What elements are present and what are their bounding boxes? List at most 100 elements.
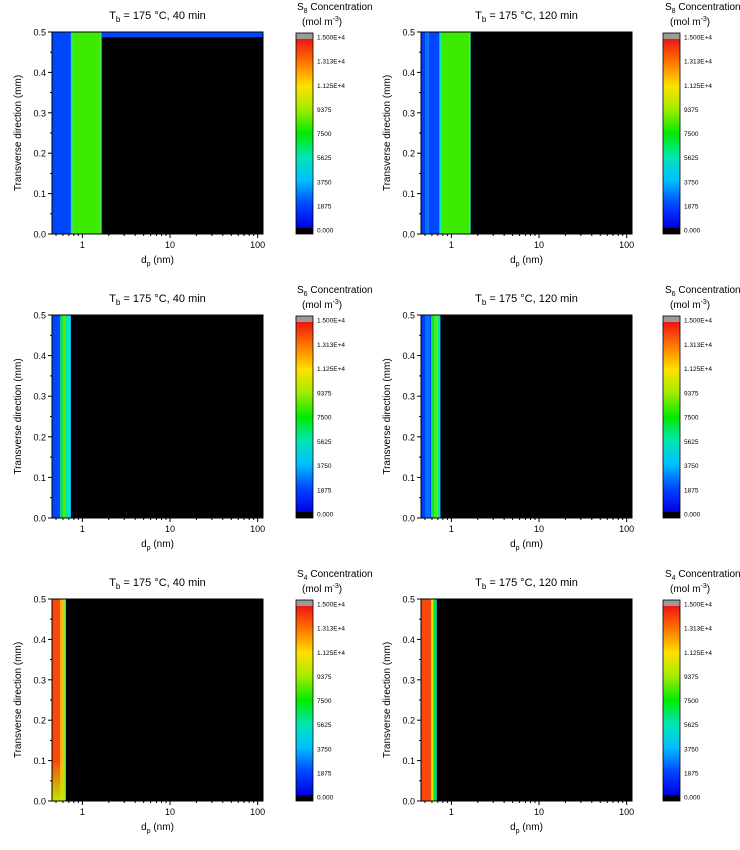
colorbar-tick-label: 7500	[684, 415, 699, 422]
colorbar-tick-label: 9375	[684, 107, 699, 114]
panel-title-main: T	[475, 577, 482, 589]
colorbar-overflow	[296, 316, 313, 322]
colorbar: 1.500E+4 1.313E+4 1.125E+4 9375 7500 5625 3750…	[662, 285, 740, 519]
colorbar-underflow	[296, 512, 313, 518]
colorbar-tick-label: 1.313E+4	[684, 59, 712, 66]
colorbar-tick-label: 3750	[317, 179, 332, 186]
colorbar: 1.500E+4 1.313E+4 1.125E+4 9375 7500 5625 3750…	[295, 285, 373, 519]
x-tick-label: 1	[449, 240, 454, 250]
concentration-band	[428, 32, 440, 234]
colorbar-unit-main: (mol m	[302, 17, 333, 28]
concentration-band	[439, 315, 441, 518]
colorbar-tick-label: 5625	[684, 439, 699, 446]
concentration-band	[433, 599, 435, 801]
colorbar-title-sub: 8	[672, 8, 676, 15]
colorbar-title-main: S	[297, 2, 304, 13]
colorbar-tick-label: 1.313E+4	[317, 59, 345, 66]
colorbar-title-rest: Concentration	[676, 285, 740, 296]
colorbar-tick-label: 1.125E+4	[684, 650, 712, 657]
colorbar-title-main: S	[665, 2, 672, 13]
colorbar-tick-label: 9375	[317, 107, 332, 114]
panel-title-sub: b	[116, 15, 121, 24]
x-tick-label: 1	[449, 807, 454, 817]
x-axis-label: dp (nm)	[141, 822, 174, 835]
heatmap-panel-4: 0.0 0.1 0.2 0.3 0.4 0.5 1 10 100 Tb = 175 °C, 120…	[382, 285, 740, 552]
colorbar-tick-label: 9375	[684, 674, 699, 681]
y-axis-label: Transverse direction (mm)	[13, 75, 24, 191]
colorbar-tick-label: 1.500E+4	[317, 318, 345, 325]
panel-title-sub: b	[116, 582, 121, 591]
y-tick-label: 0.4	[33, 635, 46, 645]
panel-title-rest: = 175 °C, 120 min	[486, 293, 578, 305]
colorbar-unit-main: (mol m	[302, 584, 333, 595]
colorbar-frame	[295, 315, 314, 519]
concentration-band	[72, 32, 101, 234]
concentration-band	[64, 599, 66, 801]
x-tick-label: 100	[250, 240, 265, 250]
panel-title-rest: = 175 °C, 40 min	[120, 293, 205, 305]
colorbar-tick-label: 5625	[684, 722, 699, 729]
y-tick-label: 0.4	[402, 68, 415, 78]
panel-title-rest: = 175 °C, 40 min	[120, 10, 205, 22]
colorbar-tick-label: 1875	[317, 770, 332, 777]
colorbar-tick-label: 1.313E+4	[317, 626, 345, 633]
concentration-band	[429, 315, 432, 518]
x-tick-label: 10	[165, 524, 175, 534]
concentration-band	[425, 32, 429, 234]
x-axis-label-rest: (nm)	[151, 255, 174, 266]
y-axis-label: Transverse direction (mm)	[382, 75, 393, 191]
x-axis-label-main: d	[510, 539, 516, 550]
colorbar: 1.500E+4 1.313E+4 1.125E+4 9375 7500 5625 3750…	[295, 569, 373, 802]
colorbar-tick-label: 3750	[684, 179, 699, 186]
x-axis-label: dp (nm)	[510, 539, 543, 552]
colorbar-tick-label: 7500	[317, 415, 332, 422]
y-tick-label: 0.1	[402, 189, 415, 199]
colorbar-tick-label: 7500	[317, 698, 332, 705]
colorbar-tick-label: 0.000	[684, 228, 701, 235]
colorbar-overflow	[663, 316, 680, 322]
colorbar-title: S8 Concentration	[665, 2, 740, 15]
concentration-band	[440, 315, 632, 518]
panel-title-main: T	[109, 10, 116, 22]
colorbar-title: S4 Concentration	[665, 569, 740, 582]
colorbar-overflow	[663, 33, 680, 39]
colorbar-tick-label: 7500	[317, 131, 332, 138]
colorbar-tick-label: 3750	[684, 463, 699, 470]
heatmap-panel-6: 0.0 0.1 0.2 0.3 0.4 0.5 1 10 100 Tb = 175 °C, 120…	[382, 569, 740, 835]
colorbar-tick-label: 7500	[684, 698, 699, 705]
colorbar-title: S4 Concentration	[297, 569, 373, 582]
colorbar: 1.500E+4 1.313E+4 1.125E+4 9375 7500 5625 3750…	[662, 2, 740, 235]
colorbar-tick-label: 5625	[317, 439, 332, 446]
concentration-band	[431, 599, 434, 801]
concentration-band	[434, 315, 438, 518]
y-tick-label: 0.5	[402, 311, 415, 321]
colorbar-unit-sup: -3	[701, 299, 707, 306]
colorbar-overflow	[663, 600, 680, 606]
colorbar-tick-label: 5625	[317, 722, 332, 729]
colorbar-tick-label: 1875	[684, 203, 699, 210]
y-tick-label: 0.1	[33, 189, 46, 199]
x-axis-label: dp (nm)	[141, 539, 174, 552]
y-tick-label: 0.2	[402, 149, 415, 159]
colorbar-underflow	[296, 795, 313, 801]
colorbar-unit-rest: )	[339, 17, 342, 28]
x-tick-label: 10	[165, 240, 175, 250]
colorbar-tick-label: 1.313E+4	[684, 626, 712, 633]
colorbar-title-sub: 4	[672, 575, 676, 582]
panel-title-main: T	[109, 577, 116, 589]
concentration-band	[425, 315, 430, 518]
colorbar-frame	[662, 599, 681, 802]
panel-title-main: T	[109, 293, 116, 305]
colorbar-title-rest: Concentration	[308, 569, 373, 580]
x-tick-label: 1	[80, 807, 85, 817]
colorbar-unit-rest: )	[707, 300, 710, 311]
concentration-band	[421, 315, 426, 518]
y-tick-label: 0.1	[402, 756, 415, 766]
x-tick-label: 100	[250, 807, 265, 817]
colorbar-title-sub: 4	[304, 575, 308, 582]
colorbar-unit-rest: )	[707, 584, 710, 595]
x-axis-label-sub: p	[516, 545, 520, 552]
concentration-band	[439, 32, 441, 234]
colorbar-title: S6 Concentration	[297, 285, 373, 298]
panel-title: Tb = 175 °C, 120 min	[475, 577, 578, 591]
